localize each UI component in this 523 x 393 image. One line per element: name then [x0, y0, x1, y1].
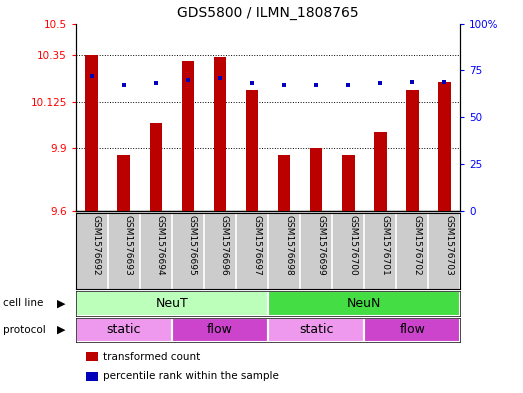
Bar [278, 154, 290, 211]
Bar [246, 90, 258, 211]
Text: GSM1576699: GSM1576699 [316, 215, 325, 275]
Text: GSM1576693: GSM1576693 [124, 215, 133, 275]
Text: static: static [107, 323, 141, 336]
Text: flow: flow [399, 323, 425, 336]
Point [280, 82, 288, 88]
Text: static: static [299, 323, 333, 336]
Text: flow: flow [207, 323, 233, 336]
Text: GSM1576700: GSM1576700 [348, 215, 357, 275]
Bar [85, 55, 98, 211]
Bar [76, 291, 268, 316]
Point [344, 82, 353, 88]
Text: ▶: ▶ [58, 298, 66, 309]
Bar [172, 318, 268, 342]
Text: GSM1576698: GSM1576698 [284, 215, 293, 275]
Bar [364, 318, 460, 342]
Text: GSM1576695: GSM1576695 [188, 215, 197, 275]
Point [152, 80, 160, 86]
Bar [438, 82, 451, 211]
Point [312, 82, 320, 88]
Title: GDS5800 / ILMN_1808765: GDS5800 / ILMN_1808765 [177, 6, 359, 20]
Bar [213, 57, 226, 211]
Point [120, 82, 128, 88]
Bar [310, 148, 323, 211]
Text: cell line: cell line [3, 298, 43, 309]
Point [88, 73, 96, 79]
Point [248, 80, 256, 86]
Bar [76, 318, 172, 342]
Text: GSM1576702: GSM1576702 [412, 215, 421, 275]
Bar [406, 90, 418, 211]
Text: protocol: protocol [3, 325, 46, 335]
Bar [150, 123, 162, 211]
Bar [268, 318, 364, 342]
Bar [374, 132, 386, 211]
Text: NeuT: NeuT [155, 297, 188, 310]
Bar [342, 154, 355, 211]
Point [440, 79, 448, 85]
Text: GSM1576697: GSM1576697 [252, 215, 261, 275]
Text: ▶: ▶ [58, 325, 66, 335]
Text: GSM1576701: GSM1576701 [380, 215, 389, 275]
Text: GSM1576692: GSM1576692 [92, 215, 101, 275]
Text: NeuN: NeuN [347, 297, 381, 310]
Bar [118, 154, 130, 211]
Point [216, 75, 224, 81]
Text: GSM1576703: GSM1576703 [444, 215, 453, 275]
Bar [268, 291, 460, 316]
Text: percentile rank within the sample: percentile rank within the sample [103, 371, 279, 382]
Point [408, 79, 416, 85]
Bar [181, 61, 195, 211]
Text: transformed count: transformed count [103, 351, 200, 362]
Text: GSM1576694: GSM1576694 [156, 215, 165, 275]
Text: GSM1576696: GSM1576696 [220, 215, 229, 275]
Point [184, 77, 192, 83]
Point [376, 80, 384, 86]
